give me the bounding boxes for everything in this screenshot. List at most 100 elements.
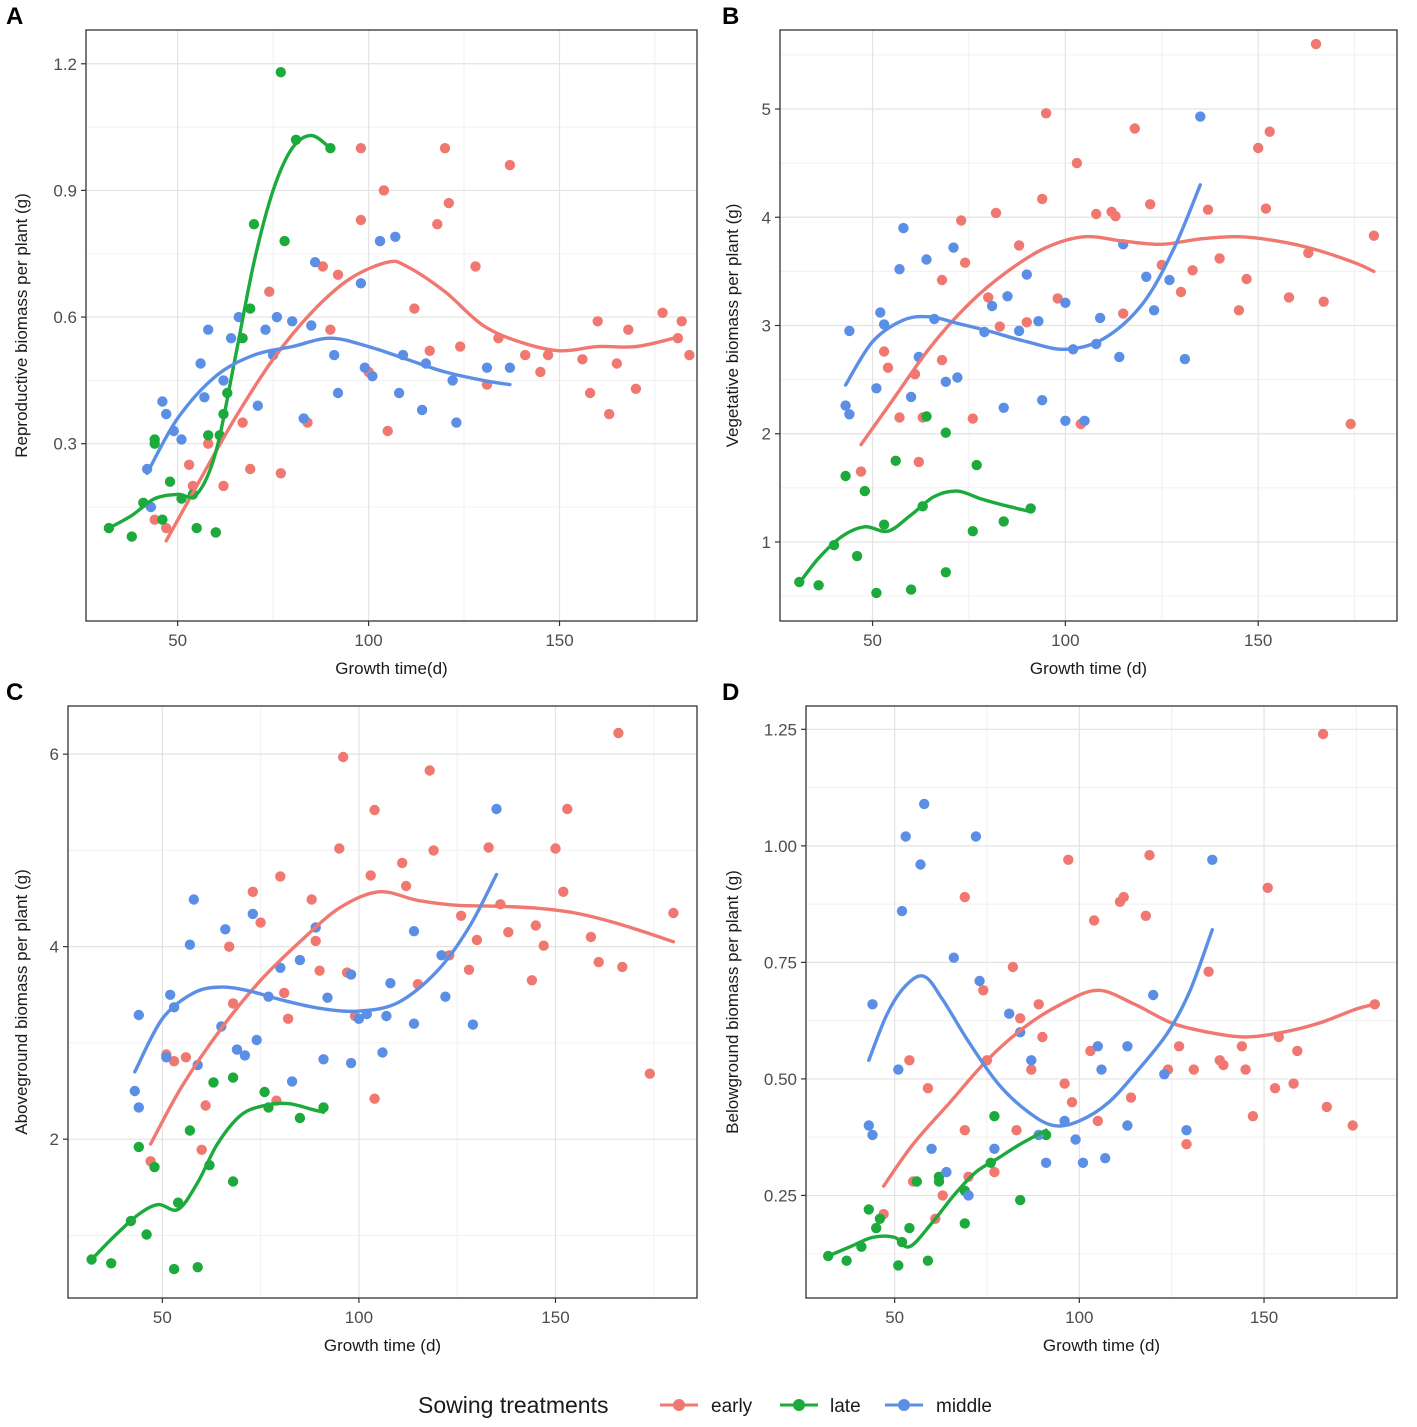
- legend-item-early: early: [660, 1396, 753, 1417]
- legend-item-middle: middle: [885, 1396, 992, 1417]
- data-point-middle: [239, 1050, 251, 1061]
- data-point-early: [1144, 850, 1155, 861]
- legend-dot-middle: [898, 1399, 910, 1411]
- data-point-late: [157, 514, 168, 525]
- data-point-early: [314, 965, 325, 976]
- data-point-late: [133, 1141, 144, 1153]
- x-tick-label: 100: [354, 631, 382, 650]
- data-point-middle: [1026, 1055, 1037, 1066]
- data-point-late: [841, 1255, 852, 1266]
- data-point-middle: [1070, 1134, 1081, 1145]
- data-point-middle: [225, 333, 237, 344]
- data-point-middle: [157, 396, 168, 407]
- data-point-middle: [948, 242, 959, 253]
- data-point-middle: [231, 1044, 243, 1055]
- data-point-late: [933, 1176, 945, 1187]
- data-point-early: [1037, 1031, 1048, 1043]
- data-point-early: [325, 324, 336, 335]
- data-point-late: [871, 1222, 882, 1234]
- data-point-early: [878, 346, 890, 357]
- data-point-early: [937, 1190, 948, 1201]
- plot-border: [805, 705, 1398, 1299]
- y-axis-title: Vegetative biomass per plant (g): [723, 204, 742, 448]
- data-point-late: [294, 1112, 306, 1124]
- data-point-middle: [919, 798, 930, 810]
- data-point-early: [617, 961, 628, 973]
- data-point-middle: [247, 908, 258, 920]
- legend-title: Sowing treatments: [418, 1392, 608, 1418]
- data-point-early: [1145, 199, 1156, 210]
- data-point-late: [813, 580, 824, 591]
- data-point-early: [455, 910, 467, 921]
- data-point-early: [455, 341, 466, 352]
- data-point-early: [936, 274, 948, 286]
- data-point-early: [967, 413, 978, 424]
- data-point-late: [940, 427, 951, 438]
- data-point-early: [538, 940, 549, 951]
- data-point-late: [971, 459, 982, 471]
- data-point-middle: [1094, 312, 1106, 324]
- data-point-early: [989, 1166, 1000, 1178]
- data-point-late: [227, 1072, 239, 1083]
- data-point-late: [149, 1161, 160, 1173]
- data-point-early: [428, 845, 439, 856]
- data-point-middle: [294, 954, 306, 966]
- data-point-early: [520, 349, 531, 361]
- y-tick-label: 1.2: [53, 55, 77, 74]
- panel-C: C 50 100 150 2 4 6 Growth time (d) Aboveground b…: [6, 679, 698, 1355]
- data-point-early: [936, 354, 948, 366]
- data-point-late: [149, 438, 160, 449]
- data-point-early: [168, 1056, 180, 1067]
- data-point-early: [1037, 193, 1048, 205]
- data-point-early: [1015, 1013, 1026, 1024]
- data-point-middle: [318, 1054, 329, 1065]
- data-point-middle: [921, 254, 932, 265]
- x-tick-label: 50: [153, 1308, 172, 1327]
- trend-line-middle: [145, 336, 512, 475]
- legend-dot-early: [673, 1399, 685, 1411]
- data-point-late: [245, 303, 256, 314]
- data-point-early: [630, 383, 642, 394]
- data-point-early: [1303, 247, 1314, 259]
- data-point-early: [247, 886, 258, 897]
- data-point-late: [863, 1204, 874, 1215]
- data-point-middle: [220, 924, 231, 935]
- data-point-middle: [1195, 111, 1206, 122]
- data-point-early: [684, 349, 695, 361]
- plot-border: [779, 29, 1398, 622]
- plot-area: [103, 67, 695, 543]
- data-point-late: [904, 1222, 915, 1234]
- data-point-early: [1218, 1059, 1229, 1071]
- data-point-late: [890, 455, 901, 466]
- data-point-early: [593, 956, 604, 968]
- y-axis-title: Reproductive biomass per plant (g): [12, 193, 31, 458]
- legend-item-late: late: [780, 1396, 861, 1417]
- data-point-early: [1088, 915, 1100, 926]
- data-point-early: [672, 333, 684, 344]
- data-point-middle: [271, 311, 283, 323]
- data-point-middle: [133, 1102, 144, 1113]
- data-point-late: [248, 219, 260, 230]
- data-point-early: [623, 324, 634, 335]
- data-point-early: [1345, 418, 1356, 430]
- y-tick-label: 1.00: [764, 837, 797, 856]
- data-point-early: [471, 934, 483, 946]
- data-point-middle: [1004, 1008, 1015, 1019]
- x-axis-title: Growth time(d): [335, 659, 447, 678]
- data-point-early: [526, 975, 538, 986]
- data-point-middle: [1002, 291, 1013, 302]
- data-point-early: [470, 261, 481, 272]
- y-tick-label: 2: [50, 1130, 59, 1149]
- data-point-early: [959, 257, 971, 268]
- data-point-late: [106, 1258, 117, 1269]
- y-tick-label: 1.25: [764, 720, 797, 739]
- y-axis-title: Belowground biomass per plant (g): [723, 870, 742, 1134]
- data-point-middle: [377, 1047, 388, 1058]
- data-point-early: [1071, 157, 1083, 169]
- data-point-late: [279, 235, 290, 247]
- data-point-middle: [952, 372, 963, 383]
- data-point-middle: [898, 222, 909, 234]
- data-point-early: [1318, 296, 1329, 307]
- data-point-early: [317, 261, 328, 272]
- data-point-early: [1253, 142, 1264, 154]
